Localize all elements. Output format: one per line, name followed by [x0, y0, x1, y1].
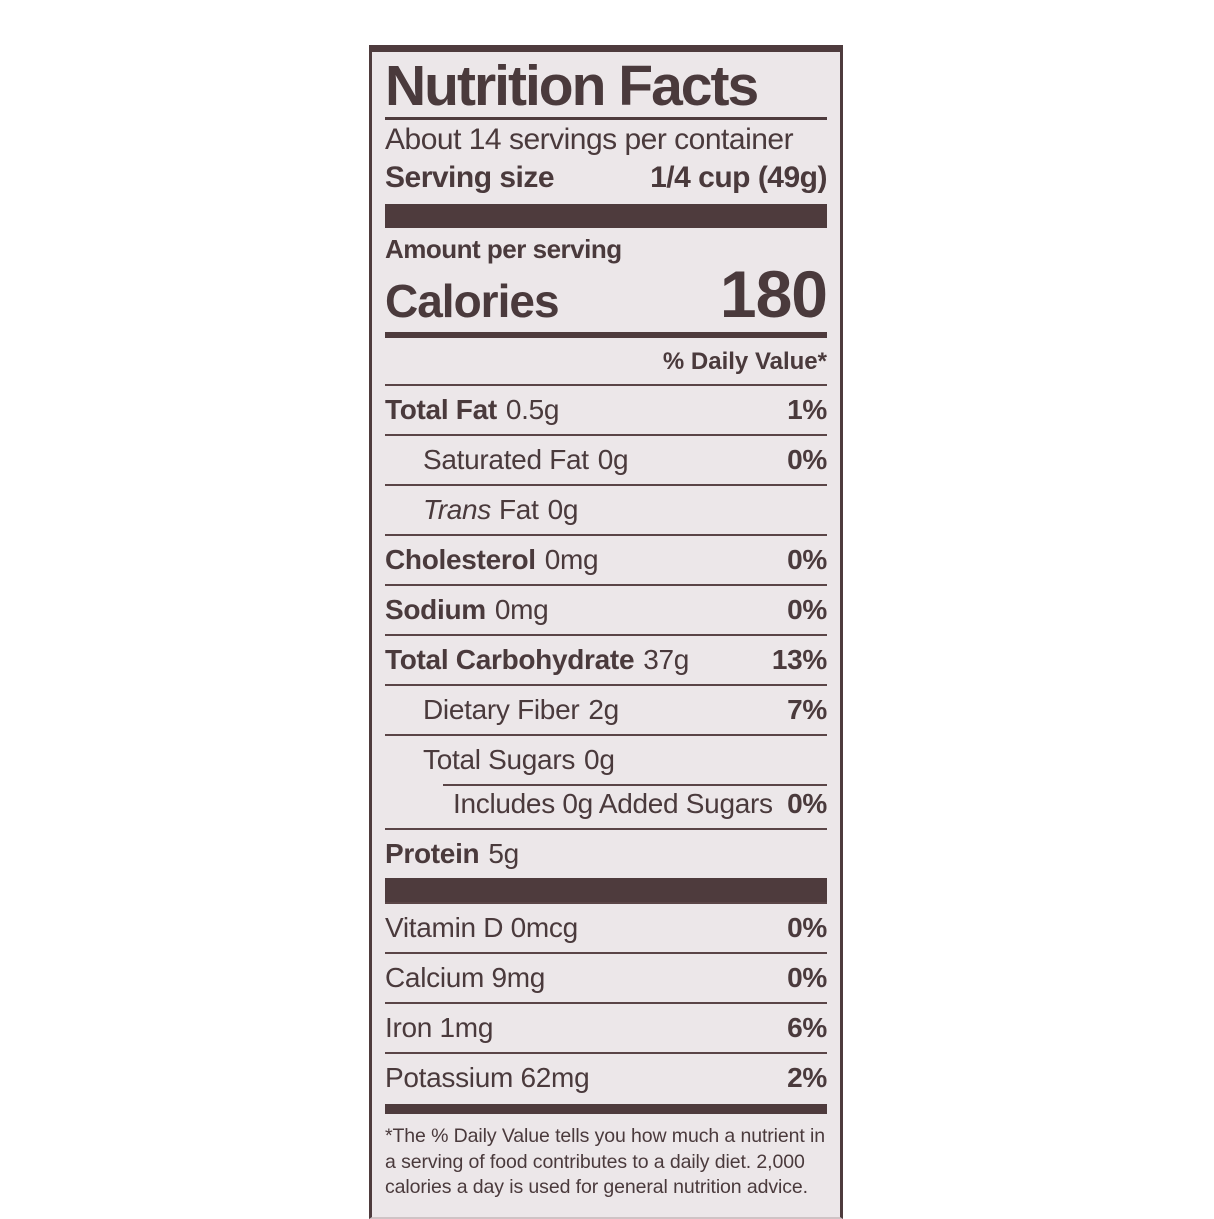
- amount-per-serving-label: Amount per serving: [385, 233, 622, 264]
- calories-value: 180: [719, 256, 828, 331]
- calories-row: Calories 180: [385, 256, 828, 331]
- daily-value-footnote: *The % Daily Value tells you how much a …: [385, 1124, 826, 1199]
- vitamin-text: Vitamin D 0mcg: [385, 911, 578, 943]
- nutrient-text: Total Fat 0.5g: [385, 393, 560, 425]
- title-divider: [385, 117, 827, 121]
- nutrient-text: Sodium 0mg: [385, 593, 549, 625]
- nutrient-row-protein: Protein 5g: [385, 827, 827, 878]
- serving-size-label: Serving size: [385, 160, 555, 194]
- vitamin-row-vitamin-d: Vitamin D 0mcg 0%: [385, 901, 827, 952]
- servings-per-container: About 14 servings per container: [385, 123, 794, 157]
- nutrient-row-saturated-fat: Saturated Fat 0g 0%: [385, 433, 827, 484]
- daily-value: 2%: [787, 1061, 827, 1093]
- daily-value: 1%: [787, 393, 827, 425]
- nutrient-text: Saturated Fat 0g: [423, 443, 629, 475]
- nutrient-text: Trans Fat 0g: [423, 493, 579, 525]
- daily-value: 0%: [787, 593, 827, 625]
- nutrient-row-dietary-fiber: Dietary Fiber 2g 7%: [385, 683, 827, 734]
- daily-value: 13%: [771, 643, 827, 675]
- vitamin-row-iron: Iron 1mg 6%: [385, 1001, 827, 1052]
- section-bar-middle: [385, 877, 827, 902]
- nutrient-row-total-carbohydrate: Total Carbohydrate 37g 13%: [385, 633, 827, 684]
- nutrient-text: Includes 0g Added Sugars: [453, 787, 773, 819]
- serving-size-row: Serving size 1/4 cup (49g): [385, 161, 827, 195]
- daily-value: 0%: [787, 911, 827, 943]
- nutrient-text: Dietary Fiber 2g: [423, 693, 619, 725]
- calories-divider: [385, 331, 827, 338]
- nutrient-row-cholesterol: Cholesterol 0mg 0%: [385, 533, 827, 584]
- vitamin-text: Iron 1mg: [385, 1011, 494, 1043]
- nutrient-row-total-fat: Total Fat 0.5g 1%: [385, 383, 827, 434]
- daily-value: 7%: [787, 693, 827, 725]
- daily-value: 0%: [787, 543, 827, 575]
- section-bar-top: [385, 203, 827, 228]
- nutrient-text: Cholesterol 0mg: [385, 543, 599, 575]
- daily-value-header: % Daily Value*: [662, 347, 827, 375]
- serving-size-value: 1/4 cup (49g): [650, 160, 827, 194]
- nutrient-text: Protein 5g: [385, 837, 519, 869]
- calories-label: Calories: [385, 274, 560, 327]
- nutrient-row-sodium: Sodium 0mg 0%: [385, 583, 827, 634]
- nutrition-facts-panel: Nutrition Facts About 14 servings per co…: [369, 45, 843, 1219]
- nutrient-text: Total Sugars 0g: [423, 743, 615, 775]
- daily-value: 0%: [787, 961, 827, 993]
- daily-value: 0%: [787, 443, 827, 475]
- nutrient-text: Total Carbohydrate 37g: [385, 643, 690, 675]
- nutrient-row-trans-fat: Trans Fat 0g: [385, 483, 827, 534]
- added-sugars-divider: [443, 783, 827, 786]
- vitamin-text: Calcium 9mg: [385, 961, 546, 993]
- vitamin-row-calcium: Calcium 9mg 0%: [385, 951, 827, 1002]
- vitamin-text: Potassium 62mg: [385, 1061, 590, 1093]
- panel-title: Nutrition Facts: [385, 54, 759, 118]
- vitamin-row-potassium: Potassium 62mg 2%: [385, 1051, 827, 1102]
- nutrient-row-added-sugars: Includes 0g Added Sugars 0%: [385, 786, 827, 828]
- nutrient-row-total-sugars: Total Sugars 0g: [385, 733, 827, 784]
- daily-value: 6%: [787, 1011, 827, 1043]
- section-bar-bottom: [385, 1103, 827, 1114]
- daily-value: 0%: [787, 787, 827, 819]
